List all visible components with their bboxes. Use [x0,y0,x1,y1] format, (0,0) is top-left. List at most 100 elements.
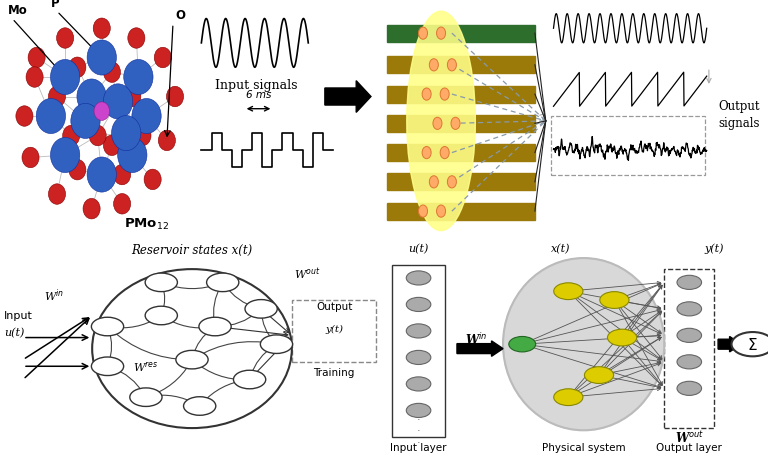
Circle shape [245,300,277,319]
Circle shape [134,126,151,146]
Text: W$^{out}$: W$^{out}$ [294,266,320,281]
Circle shape [233,370,266,389]
Circle shape [429,60,439,72]
Circle shape [48,87,65,107]
Circle shape [451,118,460,130]
Text: $\Sigma$: $\Sigma$ [747,336,758,353]
Bar [387,145,535,162]
FancyArrow shape [457,341,503,357]
Circle shape [607,330,637,346]
Circle shape [448,60,456,72]
Text: y(t): y(t) [704,243,724,254]
Circle shape [114,165,131,185]
Circle shape [677,355,702,369]
Circle shape [167,87,184,107]
Circle shape [154,48,171,68]
Circle shape [406,298,431,312]
Text: W$^{out}$: W$^{out}$ [675,429,703,444]
Circle shape [87,41,117,76]
Circle shape [16,106,33,127]
Text: ·
·
·: · · · [417,414,420,447]
Circle shape [677,302,702,316]
Text: Physical system: Physical system [542,442,625,452]
FancyArrow shape [718,337,741,352]
Bar [387,86,535,103]
Circle shape [419,28,428,40]
Circle shape [199,318,231,336]
Text: Input layer: Input layer [390,442,447,452]
Circle shape [600,292,629,309]
Circle shape [127,29,145,49]
Circle shape [22,148,39,168]
Circle shape [94,103,110,121]
Circle shape [63,126,80,146]
Circle shape [91,357,124,376]
Circle shape [406,271,431,285]
Text: Input signals: Input signals [215,78,298,92]
Bar [551,117,704,175]
Circle shape [77,80,106,115]
Circle shape [436,206,445,218]
Circle shape [440,147,449,159]
Circle shape [69,58,86,78]
Circle shape [57,29,74,49]
Circle shape [584,367,614,384]
Bar [292,300,376,362]
Circle shape [448,176,456,189]
Circle shape [104,84,133,120]
Bar [387,203,535,220]
Text: W$^{in}$: W$^{in}$ [44,287,64,304]
Circle shape [87,157,117,193]
Text: Reservoir states x(t): Reservoir states x(t) [131,243,253,256]
Text: u(t): u(t) [409,244,429,254]
Text: Input: Input [4,310,33,320]
Circle shape [130,388,162,407]
Circle shape [124,60,153,95]
Circle shape [51,60,80,95]
Circle shape [260,335,293,354]
Text: Output layer: Output layer [657,442,722,452]
Circle shape [93,19,111,39]
Text: PMo$_{12}$: PMo$_{12}$ [124,216,169,231]
Circle shape [83,199,100,219]
Circle shape [554,283,583,300]
Circle shape [118,138,147,173]
Circle shape [207,274,239,292]
Circle shape [71,104,100,139]
Circle shape [429,176,439,189]
Circle shape [176,351,208,369]
Circle shape [677,276,702,290]
Text: P: P [51,0,59,10]
Text: W$^{res}$: W$^{res}$ [133,360,159,373]
Circle shape [104,136,121,156]
Circle shape [406,324,431,338]
Circle shape [422,147,431,159]
Circle shape [145,274,177,292]
Circle shape [48,185,65,205]
Circle shape [554,389,583,406]
Bar [387,116,535,133]
Ellipse shape [407,12,475,231]
Circle shape [436,28,445,40]
Circle shape [406,351,431,365]
Circle shape [69,160,86,180]
Circle shape [422,89,431,101]
Circle shape [731,332,768,357]
Bar [664,269,714,428]
Circle shape [440,89,449,101]
Circle shape [406,377,431,391]
Circle shape [406,403,431,418]
Text: x(t): x(t) [551,244,571,254]
Circle shape [184,397,216,415]
Circle shape [114,194,131,214]
Circle shape [36,99,65,134]
Text: Output: Output [316,301,353,311]
Text: u(t): u(t) [4,327,25,338]
Circle shape [144,170,161,190]
Circle shape [145,307,177,325]
Bar [387,26,535,43]
Circle shape [419,206,428,218]
Circle shape [433,118,442,130]
FancyArrow shape [325,82,371,113]
Circle shape [26,67,43,88]
